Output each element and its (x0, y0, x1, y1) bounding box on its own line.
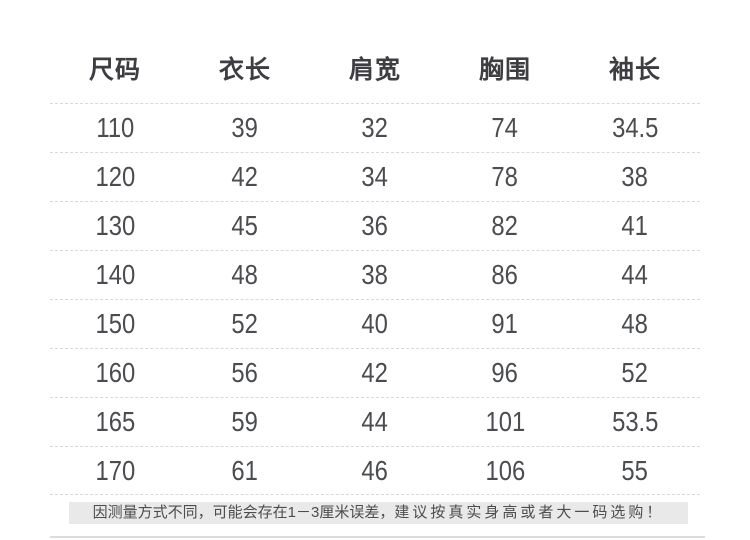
sleeve-value: 52 (621, 357, 649, 388)
shoulder-value: 36 (361, 210, 389, 241)
shoulder-value: 32 (361, 112, 389, 143)
table-row: 170 61 46 106 55 (50, 446, 700, 495)
sleeve-value: 41 (621, 210, 649, 241)
chest-value: 101 (485, 406, 525, 437)
table-row: 165 59 44 101 53.5 (50, 397, 700, 446)
table-header-row: 尺码 衣长 肩宽 胸围 袖长 (50, 0, 700, 103)
measurement-note: 因测量方式不同，可能会存在1－3厘米误差，建议按真实身高或者大一码选购！ (69, 502, 688, 524)
shoulder-value: 42 (361, 357, 389, 388)
table-row: 110 39 32 74 34.5 (50, 103, 700, 152)
table-row: 150 52 40 91 48 (50, 299, 700, 348)
chest-value: 96 (491, 357, 519, 388)
sleeve-value: 38 (621, 161, 649, 192)
length-value: 59 (231, 406, 259, 437)
column-header-shoulder: 肩宽 (348, 56, 401, 84)
measurement-note-text: 因测量方式不同，可能会存在1－3厘米误差， (92, 504, 395, 521)
size-value: 160 (95, 357, 135, 388)
shoulder-value: 38 (361, 259, 389, 290)
size-value: 170 (95, 454, 135, 486)
table-row: 160 56 42 96 52 (50, 348, 700, 397)
table-row: 140 48 38 86 44 (50, 250, 700, 299)
length-value: 42 (231, 161, 259, 192)
bottom-divider (50, 536, 705, 538)
length-value: 45 (231, 210, 259, 241)
column-header-sleeve: 袖长 (608, 56, 661, 84)
size-value: 120 (95, 161, 135, 192)
size-value: 130 (95, 210, 135, 241)
size-value: 150 (95, 308, 135, 339)
shoulder-value: 40 (361, 308, 389, 339)
column-header-chest: 胸围 (478, 56, 531, 84)
length-value: 61 (231, 454, 259, 486)
chest-value: 78 (491, 161, 519, 192)
measurement-note-text: 建议按真实身高或者大一码选购！ (394, 504, 665, 521)
length-value: 52 (231, 308, 259, 339)
chest-value: 91 (491, 308, 519, 339)
column-header-length: 衣长 (218, 56, 271, 84)
length-value: 48 (231, 259, 259, 290)
sleeve-value: 48 (621, 308, 649, 339)
sleeve-value: 34.5 (611, 112, 659, 143)
chest-value: 86 (491, 259, 519, 290)
shoulder-value: 34 (361, 161, 389, 192)
size-value: 165 (95, 406, 135, 437)
shoulder-value: 46 (361, 454, 389, 486)
sleeve-value: 44 (621, 259, 649, 290)
length-value: 56 (231, 357, 259, 388)
shoulder-value: 44 (361, 406, 389, 437)
sleeve-value: 53.5 (611, 406, 659, 437)
table-row: 130 45 36 82 41 (50, 201, 700, 250)
size-table: 尺码 衣长 肩宽 胸围 袖长 110 39 32 74 34.5 120 42 … (50, 0, 700, 495)
chest-value: 82 (491, 210, 519, 241)
column-header-size: 尺码 (88, 56, 141, 84)
size-value: 110 (96, 112, 134, 143)
chest-value: 74 (491, 112, 519, 143)
sleeve-value: 55 (621, 454, 649, 486)
chest-value: 106 (485, 454, 525, 486)
length-value: 39 (231, 112, 259, 143)
table-row: 120 42 34 78 38 (50, 152, 700, 201)
size-value: 140 (95, 259, 135, 290)
